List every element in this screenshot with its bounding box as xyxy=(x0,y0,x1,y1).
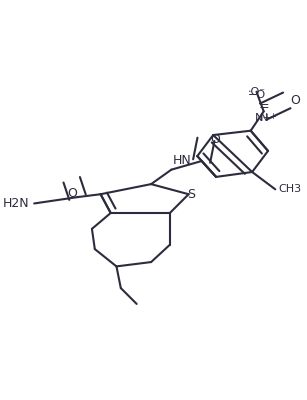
Text: S: S xyxy=(188,188,196,201)
Text: HN: HN xyxy=(173,154,192,167)
Text: ⋅O⁻: ⋅O⁻ xyxy=(247,86,266,96)
Text: O: O xyxy=(210,133,220,146)
Text: =: = xyxy=(258,100,269,113)
Text: O: O xyxy=(290,94,300,107)
Text: N+: N+ xyxy=(255,113,273,123)
Text: CH3: CH3 xyxy=(279,184,302,194)
Text: −O: −O xyxy=(247,90,266,100)
Text: +: + xyxy=(269,112,276,121)
Text: O: O xyxy=(67,187,77,200)
Text: N: N xyxy=(259,113,268,123)
Text: H2N: H2N xyxy=(3,197,30,210)
